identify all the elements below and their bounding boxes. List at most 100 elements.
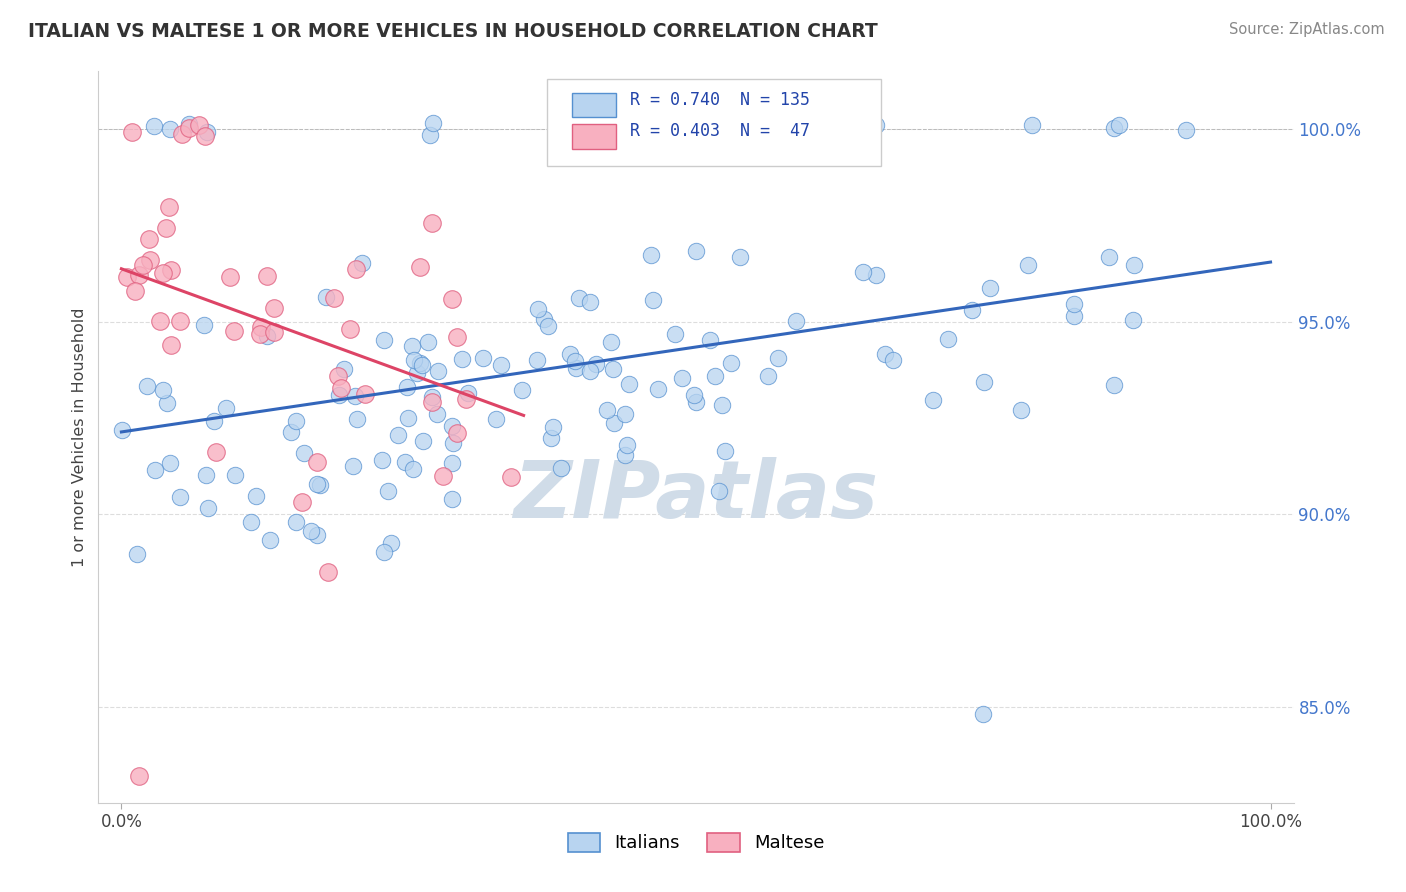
Point xyxy=(128,769,150,783)
Point xyxy=(921,393,943,408)
Point xyxy=(710,128,733,142)
Point xyxy=(124,284,146,298)
Point xyxy=(865,118,887,132)
Point xyxy=(315,289,337,303)
Point xyxy=(1123,258,1146,272)
Point xyxy=(380,535,402,549)
Point xyxy=(402,352,425,367)
Point xyxy=(187,119,209,133)
Point xyxy=(1102,377,1125,392)
Point xyxy=(387,428,409,442)
Point xyxy=(713,123,735,137)
Point xyxy=(155,220,177,235)
Point xyxy=(136,379,159,393)
Point xyxy=(541,420,564,434)
FancyBboxPatch shape xyxy=(572,124,616,149)
Point xyxy=(342,459,364,474)
Point xyxy=(245,489,267,503)
Point xyxy=(501,469,523,483)
Point xyxy=(138,231,160,245)
Point xyxy=(170,128,193,142)
Point xyxy=(396,380,419,394)
Point xyxy=(308,478,330,492)
Point xyxy=(419,128,441,142)
Point xyxy=(411,358,433,372)
Point xyxy=(485,412,508,426)
Point xyxy=(936,332,959,346)
Point xyxy=(215,401,238,415)
Point xyxy=(224,324,246,338)
Point xyxy=(352,256,374,270)
Point xyxy=(441,293,464,307)
Point xyxy=(249,327,271,342)
Point xyxy=(441,419,464,434)
Point xyxy=(111,423,134,437)
Point xyxy=(540,431,562,445)
Text: R = 0.740  N = 135: R = 0.740 N = 135 xyxy=(630,91,810,109)
Point xyxy=(578,364,600,378)
Point xyxy=(194,468,217,483)
Point xyxy=(875,347,897,361)
Point xyxy=(526,301,548,316)
Point xyxy=(316,565,339,579)
Point xyxy=(169,314,191,328)
Point xyxy=(422,116,444,130)
Point xyxy=(353,386,375,401)
Point xyxy=(420,390,443,404)
Point xyxy=(457,386,479,401)
Point xyxy=(127,547,149,561)
Point xyxy=(292,445,315,459)
Point xyxy=(533,312,555,326)
Point xyxy=(585,357,607,371)
Point xyxy=(344,389,367,403)
Point xyxy=(728,250,751,264)
Point xyxy=(377,483,399,498)
Point xyxy=(256,328,278,343)
Point xyxy=(344,261,367,276)
FancyBboxPatch shape xyxy=(547,78,882,167)
Point xyxy=(558,347,581,361)
Point xyxy=(159,456,181,470)
Point xyxy=(322,291,344,305)
Text: R = 0.403  N =  47: R = 0.403 N = 47 xyxy=(630,122,810,140)
Point xyxy=(671,371,693,385)
Point xyxy=(565,361,588,376)
Point xyxy=(143,463,166,477)
Point xyxy=(766,351,789,366)
Point xyxy=(330,381,353,395)
Point xyxy=(412,434,434,448)
Point xyxy=(239,516,262,530)
Point xyxy=(291,495,314,509)
Point xyxy=(512,383,534,397)
Point xyxy=(699,334,721,348)
Point xyxy=(339,322,361,336)
Point xyxy=(280,425,302,439)
Point xyxy=(121,125,143,139)
Point xyxy=(218,270,240,285)
Point xyxy=(1063,297,1085,311)
Point xyxy=(409,356,432,370)
Point xyxy=(256,268,278,283)
FancyBboxPatch shape xyxy=(572,93,616,118)
Point xyxy=(1098,250,1121,264)
Point xyxy=(960,302,983,317)
Point xyxy=(614,407,637,421)
Point xyxy=(224,468,246,483)
Point xyxy=(328,388,350,402)
Point xyxy=(195,125,218,139)
Point xyxy=(373,333,395,347)
Point xyxy=(568,291,591,305)
Point xyxy=(299,524,322,539)
Point xyxy=(685,244,707,258)
Point xyxy=(489,359,512,373)
Point xyxy=(115,270,138,285)
Point xyxy=(394,455,416,469)
Point xyxy=(454,392,477,406)
Point xyxy=(550,460,572,475)
Point xyxy=(284,414,307,428)
Point xyxy=(1102,120,1125,135)
Point xyxy=(1017,258,1039,272)
Point xyxy=(564,354,586,368)
Point xyxy=(865,268,887,282)
Point xyxy=(1174,123,1197,137)
